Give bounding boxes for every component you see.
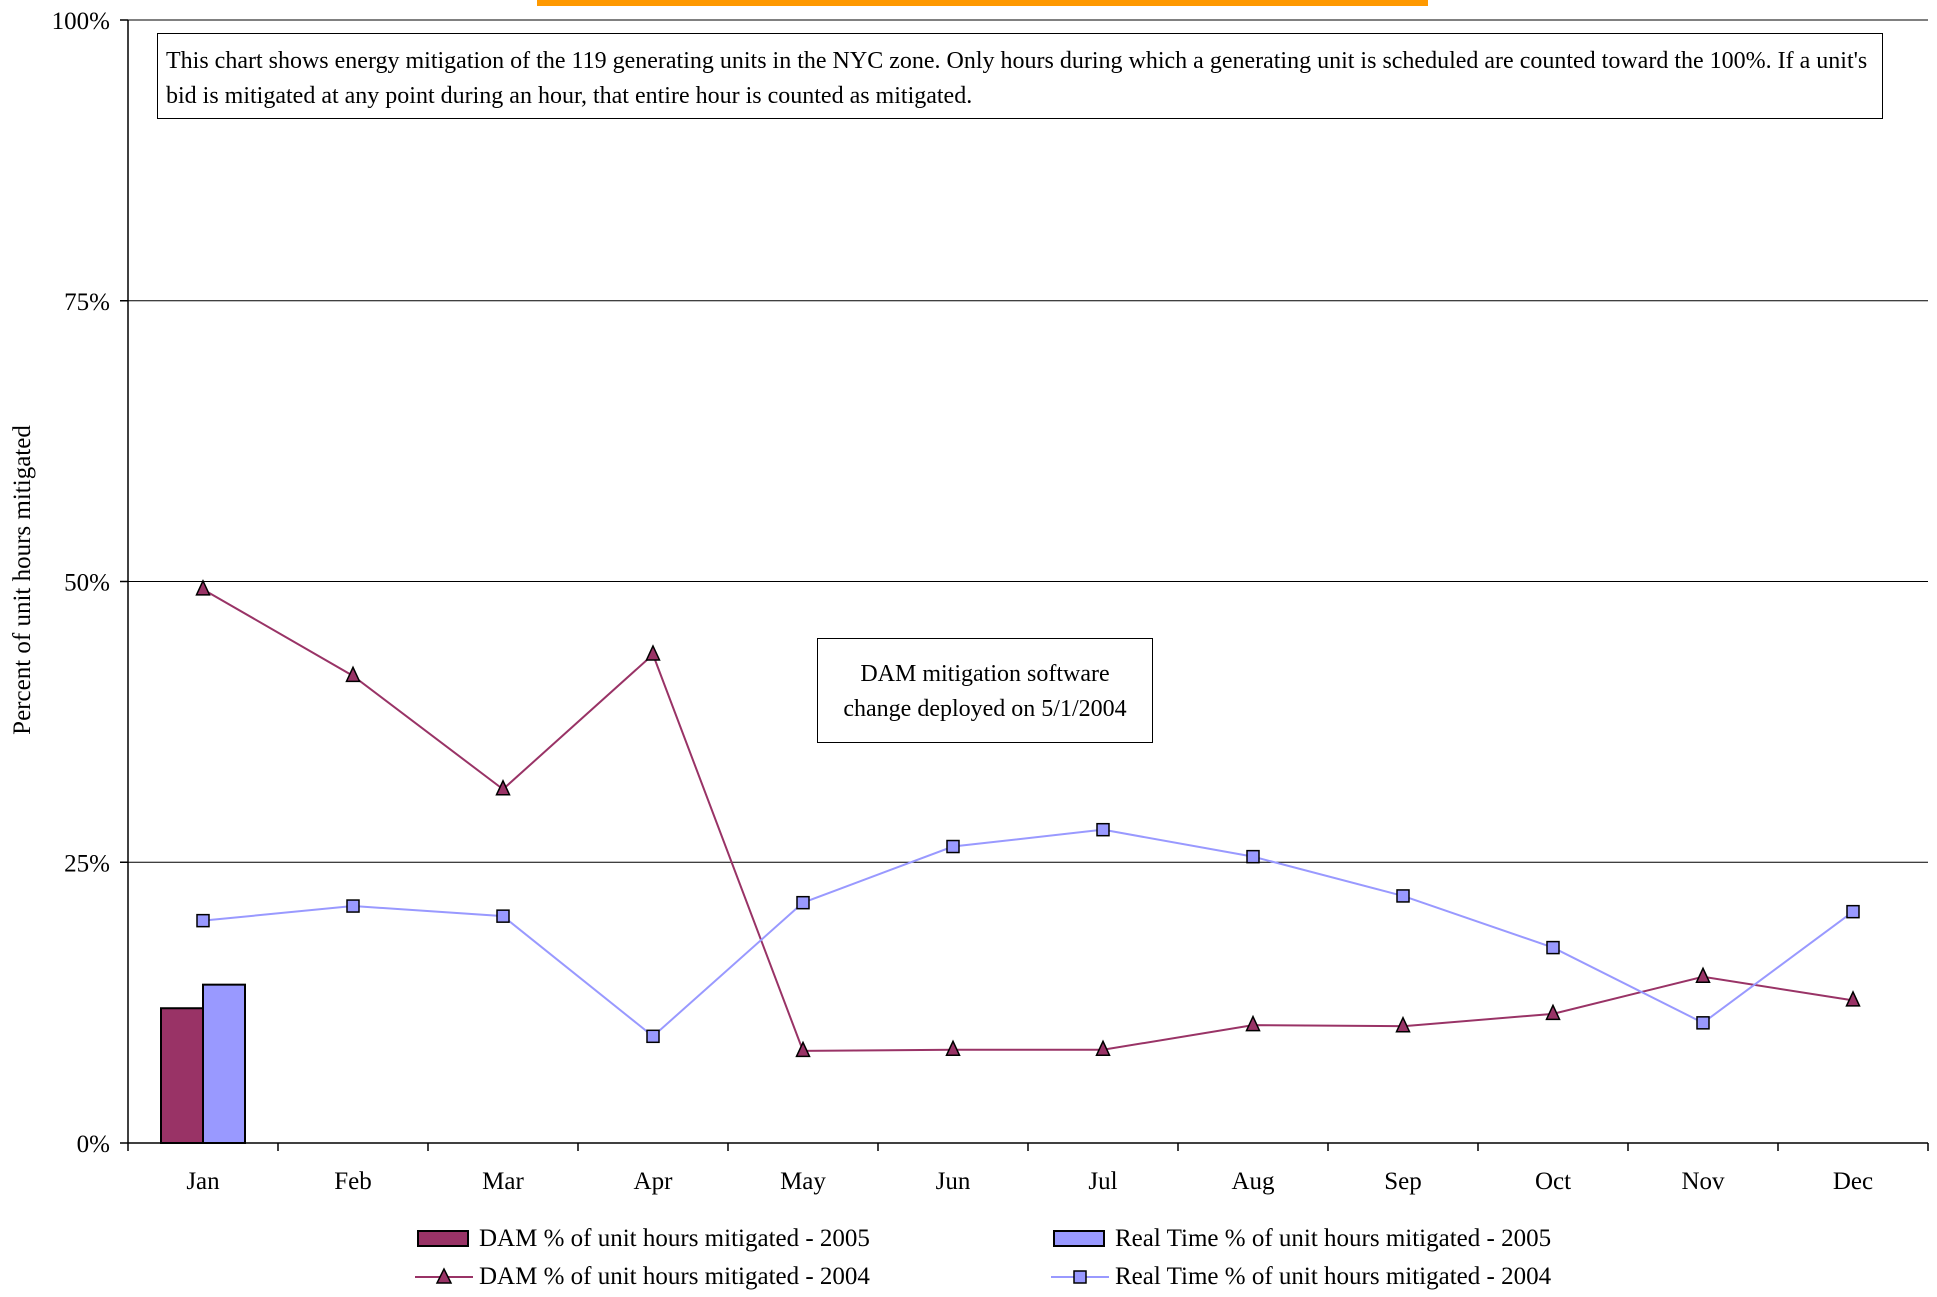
bar-dam-2005-jan bbox=[160, 1007, 204, 1144]
x-tick-label-jul: Jul bbox=[1088, 1168, 1117, 1195]
legend-label-rt-2004: Real Time % of unit hours mitigated - 20… bbox=[1115, 1263, 1552, 1290]
marker-dam-2004-oct bbox=[1545, 1003, 1561, 1021]
line-rt-2004 bbox=[202, 828, 1854, 1038]
x-tick-label-apr: Apr bbox=[634, 1168, 674, 1195]
marker-dam-2004-nov bbox=[1695, 966, 1711, 984]
x-tick-label-may: May bbox=[780, 1168, 826, 1195]
marker-dam-2004-apr bbox=[645, 644, 661, 661]
legend-item-rt-2005: Real Time % of unit hours mitigated - 20… bbox=[1051, 1222, 1551, 1256]
y-tick-label-50: 50% bbox=[64, 570, 110, 597]
legend-swatch-rt-2005 bbox=[1051, 1226, 1109, 1252]
marker-rt-2004-jul bbox=[1096, 822, 1110, 837]
series-markers bbox=[195, 579, 1861, 1058]
marker-rt-2004-dec bbox=[1846, 904, 1860, 919]
legend-item-dam-2004: DAM % of unit hours mitigated - 2004 bbox=[415, 1260, 870, 1294]
marker-rt-2004-apr bbox=[646, 1029, 660, 1044]
axes bbox=[120, 19, 1929, 1151]
marker-dam-2004-mar bbox=[495, 778, 511, 796]
marker-dam-2004-aug bbox=[1245, 1014, 1261, 1032]
x-tick-label-feb: Feb bbox=[334, 1168, 372, 1195]
y-tick-label-25: 25% bbox=[64, 850, 110, 877]
marker-dam-2004-sep bbox=[1395, 1015, 1411, 1033]
y-tick-label-100: 100% bbox=[52, 8, 110, 35]
x-tick-label-sep: Sep bbox=[1384, 1168, 1422, 1195]
x-tick-label-dec: Dec bbox=[1833, 1168, 1873, 1195]
y-tick-label-0: 0% bbox=[77, 1131, 110, 1158]
marker-dam-2004-may bbox=[795, 1040, 811, 1058]
callout-line-1: DAM mitigation software bbox=[860, 661, 1110, 687]
x-tick-label-aug: Aug bbox=[1231, 1168, 1275, 1195]
callout-line-2: change deployed on 5/1/2004 bbox=[843, 696, 1127, 722]
bar-rt-2005-jan bbox=[202, 983, 246, 1144]
x-tick-labels: Jan Feb Mar Apr May Jun Jul Aug Sep Oct Nov Dec bbox=[186, 1168, 1873, 1195]
y-tick-label-75: 75% bbox=[64, 289, 110, 316]
x-tick-label-mar: Mar bbox=[482, 1168, 524, 1195]
marker-rt-2004-nov bbox=[1696, 1016, 1710, 1030]
marker-rt-2004-jan bbox=[196, 913, 210, 928]
marker-rt-2004-feb bbox=[346, 899, 360, 913]
marker-rt-2004-aug bbox=[1246, 849, 1260, 864]
y-axis-title: Percent of unit hours mitigated bbox=[9, 425, 36, 735]
x-tick-label-jan: Jan bbox=[186, 1168, 220, 1195]
legend-square-marker bbox=[1073, 1270, 1087, 1284]
line-dam-2004 bbox=[202, 588, 1854, 1052]
x-tick-label-nov: Nov bbox=[1681, 1168, 1725, 1195]
legend-item-dam-2005: DAM % of unit hours mitigated - 2005 bbox=[415, 1222, 870, 1256]
bars bbox=[160, 983, 246, 1144]
legend-line-dam-2004 bbox=[415, 1264, 473, 1290]
top-orange-bar bbox=[537, 0, 1428, 6]
legend: DAM % of unit hours mitigated - 2005 Rea… bbox=[415, 1222, 1615, 1294]
chart-description-note: This chart shows energy mitigation of th… bbox=[157, 33, 1883, 119]
series-lines bbox=[202, 588, 1854, 1052]
marker-dam-2004-jul bbox=[1095, 1039, 1111, 1057]
legend-line-rt-2004 bbox=[1051, 1264, 1109, 1290]
legend-label-dam-2004: DAM % of unit hours mitigated - 2004 bbox=[479, 1263, 870, 1290]
marker-rt-2004-may bbox=[796, 895, 810, 910]
x-tick-label-jun: Jun bbox=[936, 1168, 971, 1195]
marker-dam-2004-feb bbox=[345, 665, 361, 683]
y-tick-labels: 0% 25% 50% 75% 100% bbox=[52, 8, 110, 1158]
marker-rt-2004-sep bbox=[1396, 889, 1410, 903]
marker-rt-2004-jun bbox=[946, 839, 960, 854]
marker-dam-2004-dec bbox=[1845, 990, 1861, 1007]
gridlines bbox=[128, 19, 1928, 863]
marker-dam-2004-jun bbox=[945, 1039, 961, 1057]
x-tick-label-oct: Oct bbox=[1535, 1168, 1571, 1195]
legend-item-rt-2004: Real Time % of unit hours mitigated - 20… bbox=[1051, 1260, 1551, 1294]
chart-description-text: This chart shows energy mitigation of th… bbox=[166, 48, 1868, 109]
legend-label-dam-2005: DAM % of unit hours mitigated - 2005 bbox=[479, 1225, 870, 1252]
legend-label-rt-2005: Real Time % of unit hours mitigated - 20… bbox=[1115, 1225, 1552, 1252]
legend-swatch-dam-2005 bbox=[415, 1226, 473, 1252]
callout-annotation: DAM mitigation software change deployed … bbox=[817, 638, 1153, 743]
marker-dam-2004-jan bbox=[195, 579, 211, 596]
marker-rt-2004-oct bbox=[1546, 940, 1560, 955]
legend-triangle-marker bbox=[435, 1267, 453, 1284]
marker-rt-2004-mar bbox=[496, 909, 510, 923]
